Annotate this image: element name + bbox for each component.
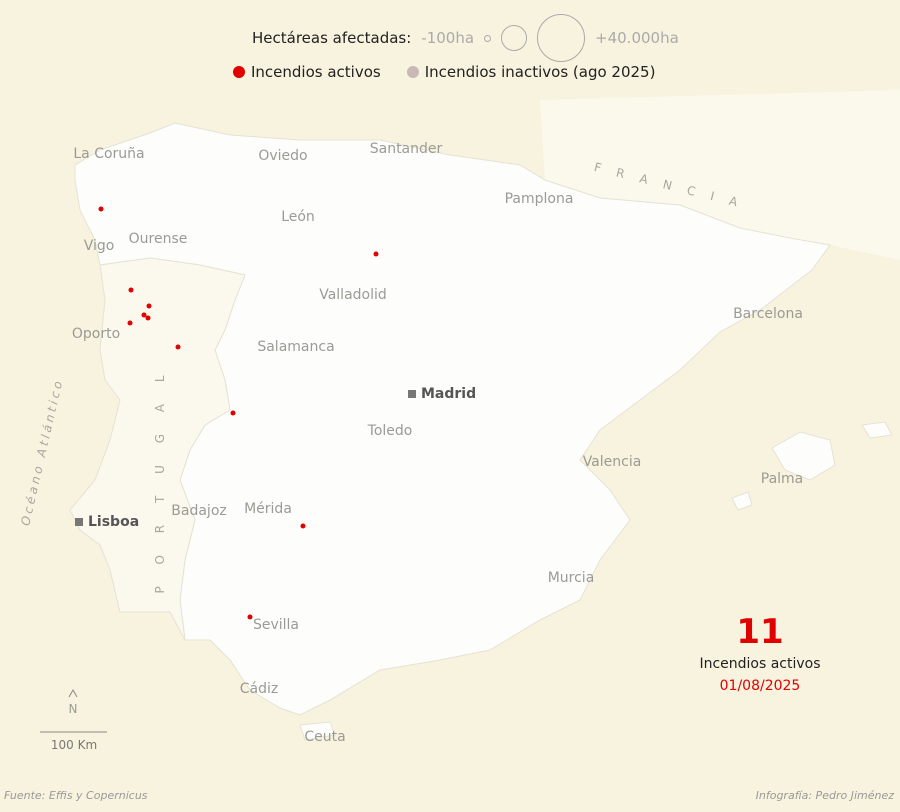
size-legend-title: Hectáreas afectadas: [252, 29, 412, 47]
city-label: Valladolid [319, 287, 387, 303]
fire-point[interactable] [145, 315, 151, 321]
fire-point[interactable] [247, 614, 253, 620]
summary-date: 01/08/2025 [719, 678, 801, 694]
credit-note: Infografía: Pedro Jiménez [755, 789, 894, 802]
active-fires [98, 206, 379, 620]
active-count: 11 [736, 612, 784, 652]
capital-square-icon [408, 390, 416, 398]
city-label: Pamplona [504, 191, 574, 207]
fire-point[interactable] [141, 312, 147, 318]
city-label: León [281, 209, 315, 225]
city-label: La Coruña [73, 146, 145, 162]
city-label: Badajoz [171, 503, 227, 519]
scale-bar [40, 688, 107, 733]
fire-point[interactable] [127, 320, 133, 326]
size-circle-small-icon [484, 34, 492, 42]
fire-point[interactable] [146, 303, 152, 309]
city-label: Santander [369, 141, 443, 157]
fire-point[interactable] [373, 251, 379, 257]
city-label: Murcia [547, 570, 595, 586]
legend-inactive-label: Incendios inactivos (ago 2025) [424, 63, 656, 81]
city-label: Barcelona [733, 306, 803, 322]
north-arrow-icon [68, 688, 78, 698]
active-fires-summary: 11 Incendios activos 01/08/2025 [680, 612, 840, 694]
source-note: Fuente: Effis y Copernicus [4, 789, 148, 802]
region-portugal: P O R T U G A L [153, 366, 167, 594]
size-circle-medium-icon [501, 25, 528, 51]
city-label: Valencia [582, 454, 642, 470]
city-label: Cádiz [239, 681, 279, 697]
city-label: Sevilla [252, 617, 300, 633]
size-circle-large-icon [537, 14, 586, 62]
capital-madrid: Madrid [408, 386, 476, 402]
fire-point[interactable] [175, 344, 181, 350]
legend-active: Incendios activos [233, 63, 381, 81]
city-label: Toledo [367, 423, 413, 439]
menorca [861, 421, 893, 439]
city-label: Oviedo [258, 148, 308, 164]
size-legend: Hectáreas afectadas: -100ha +40.000ha [252, 14, 679, 62]
fire-point[interactable] [300, 523, 306, 529]
fire-point[interactable] [230, 410, 236, 416]
city-label: Salamanca [257, 339, 335, 355]
fire-point[interactable] [128, 287, 134, 293]
city-label: Ceuta [304, 729, 346, 745]
mallorca [771, 431, 836, 481]
size-legend-max: +40.000ha [595, 29, 679, 47]
portugal-landmass [69, 257, 246, 641]
active-count-label: Incendios activos [699, 656, 821, 672]
fire-point[interactable] [98, 206, 104, 212]
inactive-dot-icon [406, 66, 419, 78]
size-legend-min: -100ha [421, 29, 475, 47]
capital-label: Lisboa [88, 514, 140, 530]
capital-label: Madrid [421, 386, 477, 402]
city-label: Oporto [71, 326, 121, 342]
capital-square-icon [75, 518, 83, 526]
capital-lisboa: Lisboa [75, 514, 139, 530]
city-label: Mérida [244, 501, 292, 517]
north-label: N [68, 702, 78, 716]
scale-label: 100 Km [50, 738, 98, 752]
legend-inactive: Incendios inactivos (ago 2025) [406, 63, 656, 81]
city-label: Ourense [128, 231, 188, 247]
city-label: Vigo [83, 238, 115, 254]
france-region [540, 90, 900, 260]
ibiza [731, 491, 753, 511]
status-legend: Incendios activos Incendios inactivos (a… [233, 63, 655, 81]
city-label: Palma [760, 471, 804, 487]
legend-active-label: Incendios activos [251, 63, 381, 81]
active-dot-icon [233, 66, 245, 78]
ceuta [299, 721, 336, 741]
